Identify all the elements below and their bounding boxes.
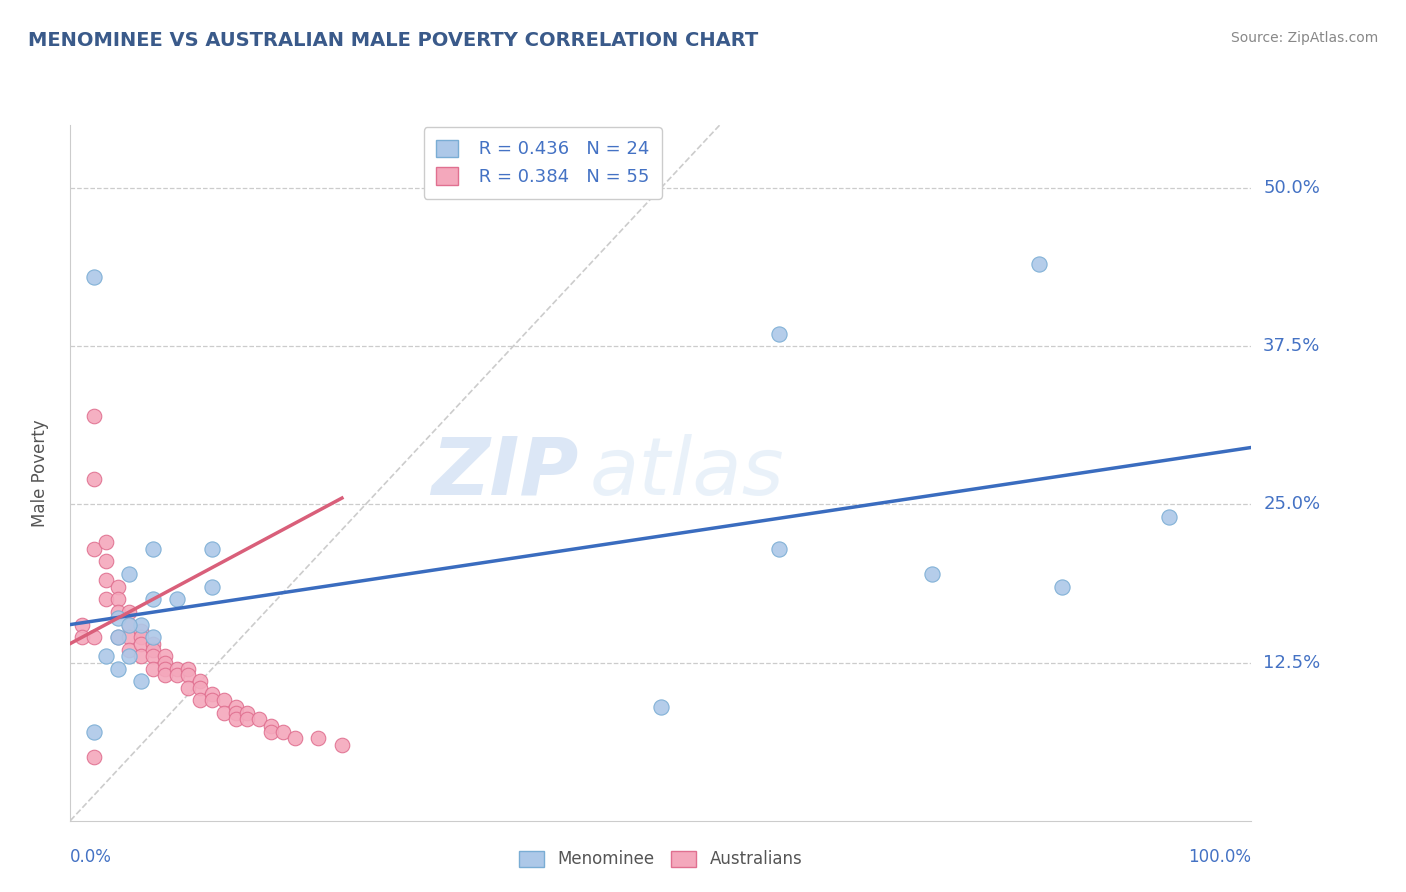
Point [107,630,129,644]
Point [83,269,105,284]
Text: atlas: atlas [591,434,785,512]
Point [142,649,165,664]
Point [153,656,176,670]
Point [118,643,141,657]
Point [201,693,224,707]
Point [107,605,129,619]
Point [70,617,93,632]
Point [201,541,224,556]
Point [212,693,235,707]
Point [212,706,235,720]
Y-axis label: Male Poverty: Male Poverty [31,419,49,526]
Point [107,611,129,625]
Point [118,649,141,664]
Point [177,681,200,695]
Text: ZIP: ZIP [430,434,578,512]
Point [166,668,188,682]
Point [236,706,259,720]
Point [188,693,211,707]
Point [129,617,152,632]
Text: 50.0%: 50.0% [1263,179,1320,197]
Point [166,592,188,607]
Point [271,725,294,739]
Point [1028,257,1050,271]
Point [118,630,141,644]
Point [153,662,176,676]
Point [768,326,790,341]
Point [921,566,943,581]
Point [94,554,117,568]
Text: 0.0%: 0.0% [70,848,112,866]
Point [188,681,211,695]
Text: 37.5%: 37.5% [1263,337,1320,355]
Point [177,662,200,676]
Point [153,649,176,664]
Point [118,566,141,581]
Point [107,592,129,607]
Point [94,574,117,588]
Point [83,541,105,556]
Point [225,706,247,720]
Point [166,662,188,676]
Point [1052,580,1074,594]
Point [247,713,270,727]
Text: 100.0%: 100.0% [1188,848,1251,866]
Point [330,738,353,752]
Point [201,687,224,701]
Text: Source: ZipAtlas.com: Source: ZipAtlas.com [1230,31,1378,45]
Point [118,605,141,619]
Point [142,636,165,650]
Point [188,674,211,689]
Point [94,535,117,549]
Point [260,725,283,739]
Point [142,630,165,644]
Point [118,617,141,632]
Point [129,624,152,638]
Text: 12.5%: 12.5% [1263,654,1320,672]
Point [83,472,105,486]
Point [768,541,790,556]
Point [650,699,672,714]
Point [83,725,105,739]
Point [118,617,141,632]
Point [153,668,176,682]
Point [142,662,165,676]
Point [225,699,247,714]
Point [142,643,165,657]
Text: MENOMINEE VS AUSTRALIAN MALE POVERTY CORRELATION CHART: MENOMINEE VS AUSTRALIAN MALE POVERTY COR… [28,31,758,50]
Point [307,731,329,746]
Point [129,649,152,664]
Point [177,668,200,682]
Point [142,541,165,556]
Point [107,630,129,644]
Point [236,713,259,727]
Point [142,592,165,607]
Point [70,630,93,644]
Legend: Menominee, Australians: Menominee, Australians [513,844,808,875]
Point [83,630,105,644]
Point [94,592,117,607]
Point [284,731,307,746]
Point [107,662,129,676]
Point [260,719,283,733]
Point [129,674,152,689]
Point [225,713,247,727]
Point [1157,510,1180,524]
Point [107,580,129,594]
Point [94,649,117,664]
Point [83,750,105,764]
Point [129,636,152,650]
Point [129,630,152,644]
Text: 25.0%: 25.0% [1263,495,1320,514]
Point [83,409,105,423]
Point [201,580,224,594]
